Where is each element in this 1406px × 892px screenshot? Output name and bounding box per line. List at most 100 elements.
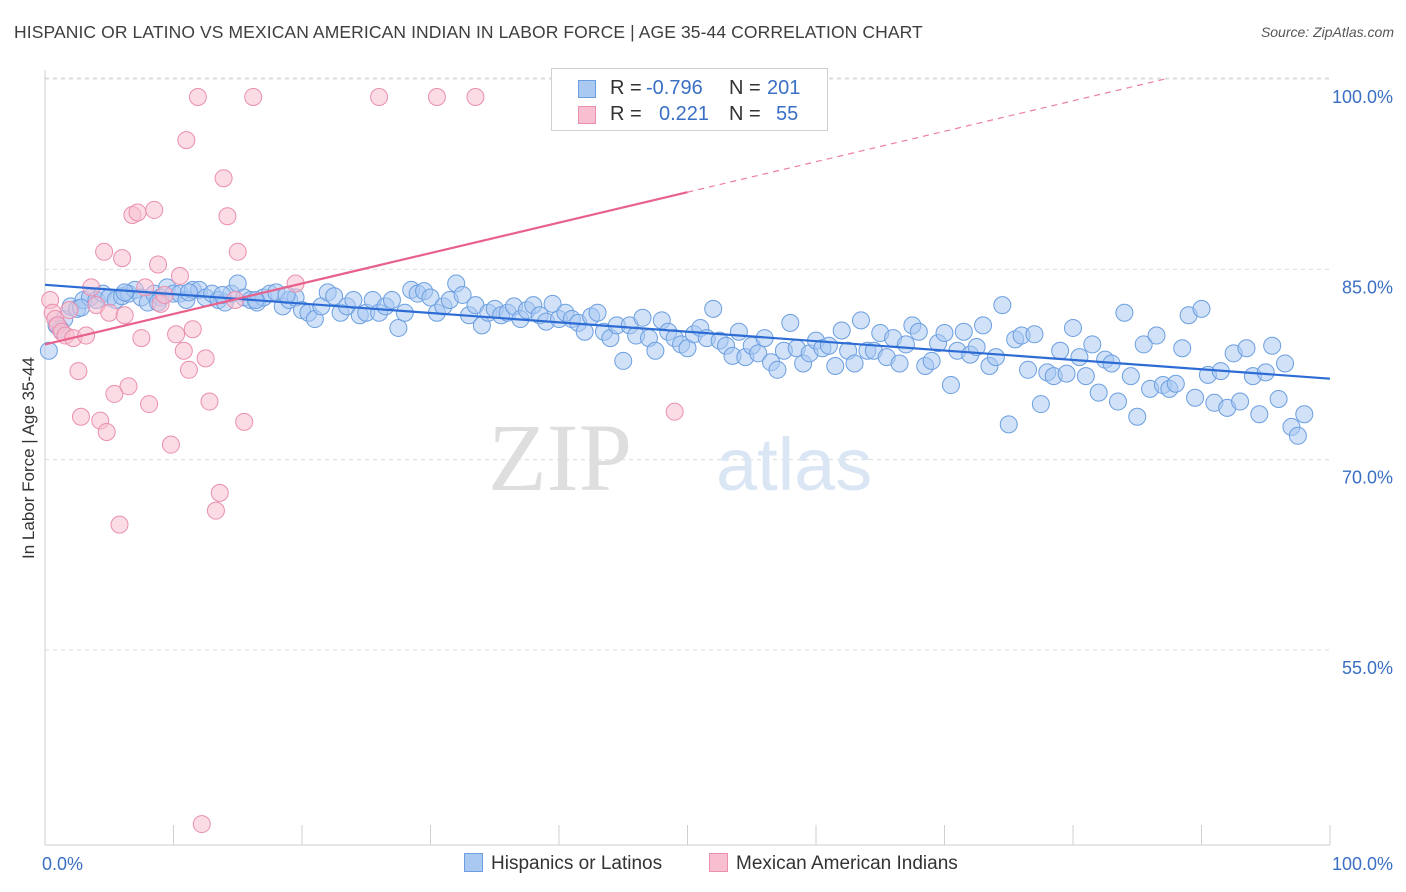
mexican-american-indian-point xyxy=(665,402,684,421)
mexican-american-indian-point xyxy=(214,169,233,188)
axes xyxy=(44,70,1331,846)
legend-r-value: -0.796 xyxy=(646,77,703,99)
hispanic-point xyxy=(1237,339,1256,358)
hispanic-point xyxy=(389,318,408,337)
mexican-american-indian-point xyxy=(235,412,254,431)
mexican-american-indian-point xyxy=(170,266,189,285)
legend-n-label: N = xyxy=(729,77,761,99)
mexican-american-indian-point xyxy=(149,255,168,274)
mexican-american-indian-point xyxy=(466,88,485,106)
legend-row-hispanic: R = -0.796 N = 201 xyxy=(552,76,827,102)
hispanic-point xyxy=(935,324,954,343)
mexican-american-indian-point xyxy=(128,203,147,222)
mexican-american-indian-point xyxy=(210,483,229,502)
hispanic-point xyxy=(999,415,1018,434)
chart-title: HISPANIC OR LATINO VS MEXICAN AMERICAN I… xyxy=(14,22,923,42)
hispanic-point xyxy=(633,308,652,327)
hispanic-point xyxy=(1276,354,1295,373)
trend-lines xyxy=(44,77,1331,380)
y-axis-label: In Labor Force | Age 35-44 xyxy=(19,357,38,559)
mexican-american-indian-point xyxy=(113,249,132,268)
mexican-american-indian-point xyxy=(218,207,237,226)
mexican-american-indian-point xyxy=(105,384,124,403)
watermark-atlas: atlas xyxy=(716,423,872,506)
mexican-american-indian-point xyxy=(97,422,116,441)
mexican-american-indian-point xyxy=(200,392,219,411)
series-swatch-hispanic xyxy=(464,853,483,872)
mexican-american-indian-point xyxy=(370,88,389,106)
hispanic-point xyxy=(543,294,562,313)
source-credit: Source: ZipAtlas.com xyxy=(1260,24,1394,40)
mexican-american-indian-point xyxy=(132,329,151,348)
legend-r-value: 0.221 xyxy=(659,103,710,125)
hispanic-point xyxy=(1134,335,1153,354)
hispanic-point xyxy=(453,285,472,304)
watermark: ZIP atlas xyxy=(488,404,872,511)
hispanic-point xyxy=(1192,299,1211,318)
hispanic-point xyxy=(845,354,864,373)
trend-line-extension xyxy=(687,77,1170,193)
y-tick-label: 85.0% xyxy=(1342,277,1393,297)
series-swatch-mexican-american-indian xyxy=(709,853,728,872)
hispanic-point xyxy=(1031,395,1050,414)
mexican-american-indian-point xyxy=(115,306,134,325)
series-legend-mexican-american-indian: Mexican American Indians xyxy=(709,853,958,877)
mexican-american-indian-point xyxy=(206,501,225,520)
legend-n-value: 201 xyxy=(767,77,801,99)
hispanic-point xyxy=(1263,336,1282,355)
hispanic-point xyxy=(588,303,607,322)
hispanic-point xyxy=(1269,389,1288,408)
hispanic-point xyxy=(826,357,845,376)
hispanic-point xyxy=(1076,367,1095,386)
hispanic-point xyxy=(1173,339,1192,358)
mexican-american-indian-point xyxy=(183,320,202,339)
legend-n-label: N = xyxy=(729,103,761,125)
mexican-american-indian-point xyxy=(188,88,207,106)
mexican-american-indian-point xyxy=(100,303,119,322)
trend-line xyxy=(44,283,1331,380)
hispanic-point xyxy=(896,335,915,354)
hispanic-point xyxy=(1089,383,1108,402)
hispanic-point xyxy=(1051,341,1070,360)
hispanic-point xyxy=(1295,405,1314,424)
hispanic-point xyxy=(851,311,870,330)
hispanic-point xyxy=(1070,348,1089,367)
hispanic-point xyxy=(1128,407,1147,426)
hispanic-point xyxy=(954,322,973,341)
hispanic-point xyxy=(941,376,960,395)
hispanic-point xyxy=(967,337,986,356)
legend-r-label: R = xyxy=(610,103,642,125)
mexican-american-indian-point xyxy=(110,515,129,534)
hispanic-point xyxy=(704,299,723,318)
legend-swatch-hispanic xyxy=(578,80,596,98)
hispanic-point xyxy=(325,287,344,306)
hispanic-point xyxy=(179,283,198,302)
legend-n-value: 55 xyxy=(776,103,799,125)
mexican-american-indian-point xyxy=(174,341,193,360)
hispanic-point xyxy=(1025,325,1044,344)
mexican-american-indian-point xyxy=(196,349,215,368)
series-legend-hispanic: Hispanics or Latinos xyxy=(464,853,662,877)
hispanic-point xyxy=(922,351,941,370)
hispanic-point xyxy=(614,351,633,370)
mexican-american-indian-point xyxy=(140,395,159,414)
hispanic-point xyxy=(729,322,748,341)
hispanic-point xyxy=(1064,318,1082,337)
hispanic-point xyxy=(1057,364,1076,383)
trend-line xyxy=(44,191,688,346)
hispanic-point xyxy=(1166,374,1185,393)
hispanic-point xyxy=(1115,303,1134,322)
legend-row-mexican-american-indian: R = 0.221 N = 55 xyxy=(552,102,827,128)
hispanic-point xyxy=(986,348,1005,367)
mexican-american-indian-point xyxy=(228,242,247,261)
mexican-american-indian-point xyxy=(60,301,79,320)
x-tick-label: 0.0% xyxy=(42,854,83,874)
mexican-american-indian-point xyxy=(95,242,114,261)
hispanic-point xyxy=(768,360,787,379)
hispanic-point xyxy=(1186,388,1205,407)
mexican-american-indian-point xyxy=(71,407,90,426)
x-tick-label: 100.0% xyxy=(1332,854,1393,874)
series-label-hispanic: Hispanics or Latinos xyxy=(491,853,663,874)
data-points xyxy=(39,88,1314,834)
